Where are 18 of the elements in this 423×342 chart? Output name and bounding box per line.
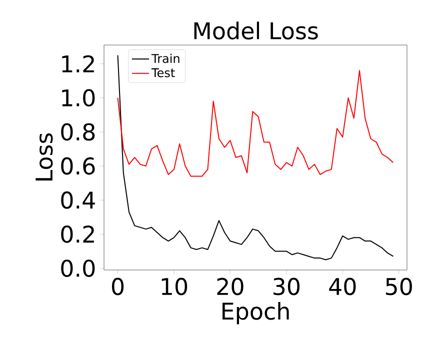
x-tick-label: 0 (112, 278, 124, 296)
x-tick-label: 30 (274, 278, 300, 296)
x-tick-label: 20 (217, 278, 244, 296)
y-tick-label: 0.4 (61, 191, 95, 209)
x-axis-title: Epoch (222, 302, 289, 324)
y-tick-label: 1.2 (62, 55, 94, 72)
y-tick-label: 1.0 (62, 89, 95, 107)
legend-label: Test (151, 68, 175, 78)
y-axis-title: Loss (36, 133, 53, 180)
x-tick-label: 10 (162, 278, 188, 296)
y-tick-label: 0.0 (61, 260, 95, 277)
x-tick-label: 50 (386, 278, 412, 296)
legend-label: Train (151, 54, 180, 63)
y-tick-label: 0.8 (61, 123, 95, 141)
y-tick-label: 0.2 (61, 225, 94, 243)
x-tick-label: 40 (329, 278, 356, 296)
chart-title: Model Loss (194, 22, 318, 40)
y-tick-label: 0.6 (61, 157, 95, 175)
